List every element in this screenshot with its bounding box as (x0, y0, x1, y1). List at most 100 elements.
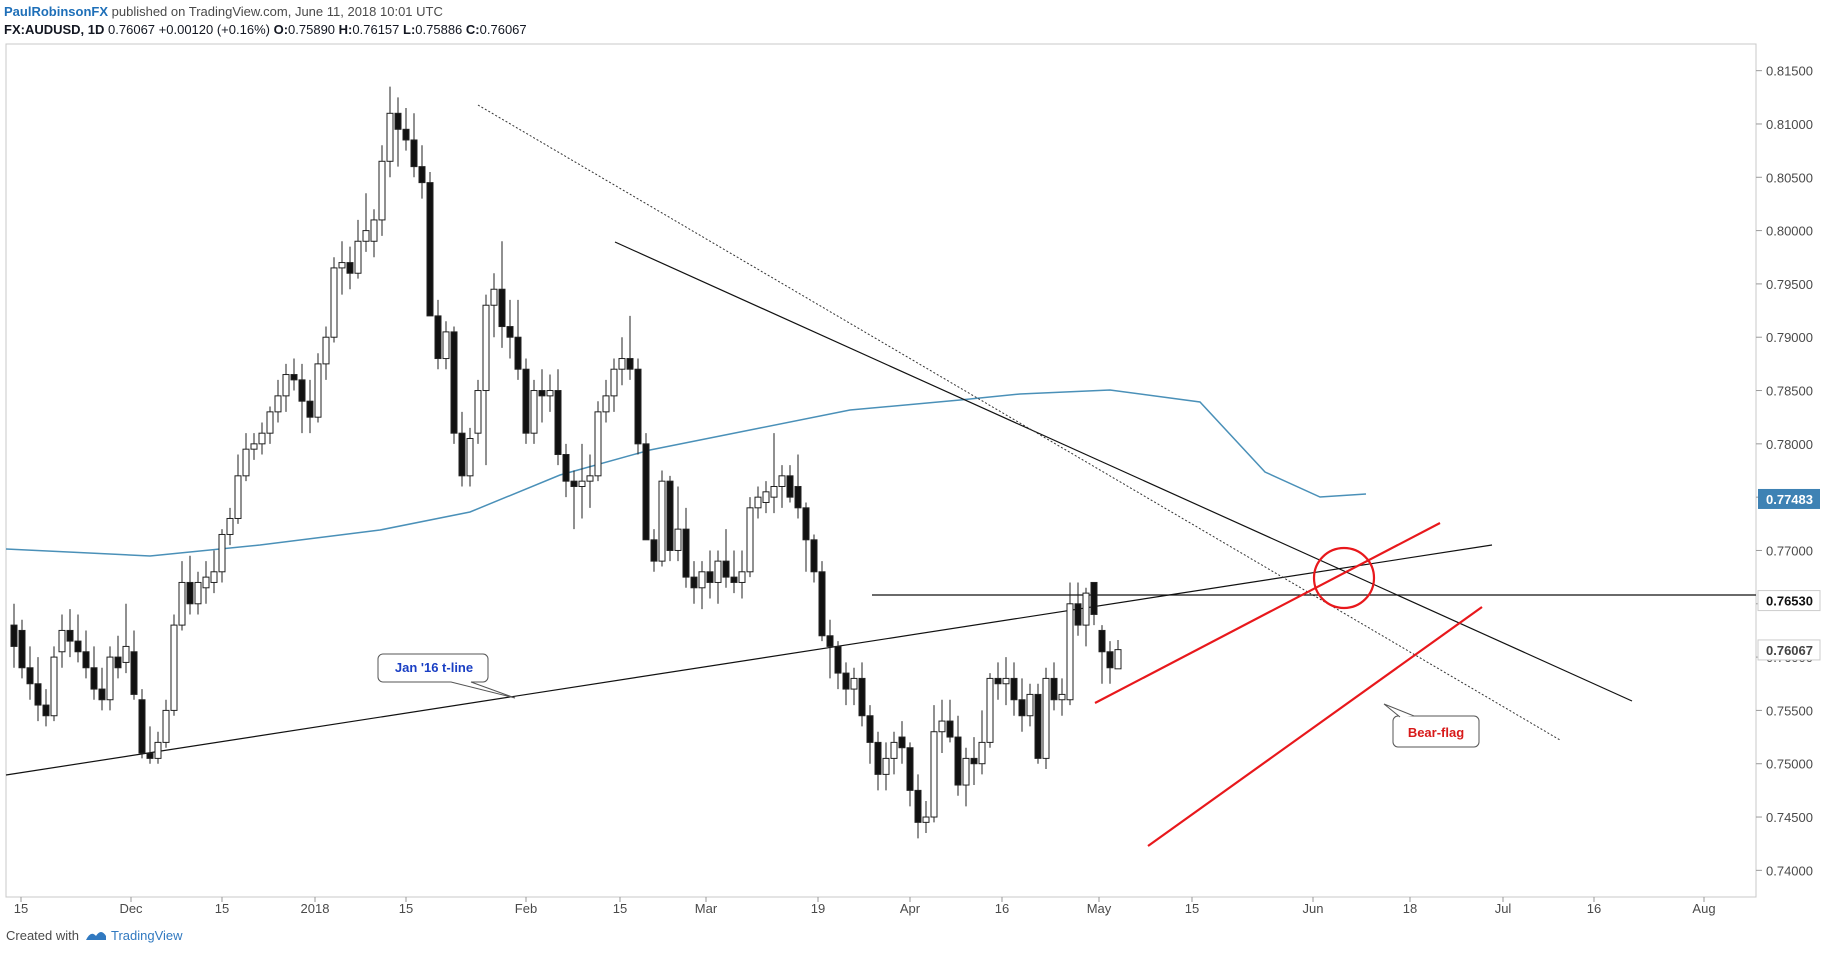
candle (1098, 625, 1106, 684)
candle-body (450, 331, 458, 434)
candle-body (738, 571, 746, 583)
candle-body (554, 390, 562, 456)
x-tick-label: Aug (1692, 901, 1715, 916)
candle (930, 705, 938, 823)
candle-body (186, 581, 194, 605)
price-tag-label: 0.76067 (1766, 643, 1813, 658)
candle (890, 731, 898, 775)
candle-body (10, 624, 18, 647)
candle (378, 145, 386, 236)
x-tick-label: 16 (1587, 901, 1601, 916)
candle (506, 299, 514, 359)
candle (666, 475, 674, 562)
candle-body (890, 741, 898, 759)
candle (914, 774, 922, 839)
created-with-text: Created with (6, 928, 79, 943)
candle (210, 550, 218, 594)
candle (634, 358, 642, 455)
candle (402, 107, 410, 151)
candle (66, 609, 74, 658)
candle (482, 294, 490, 466)
y-tick-label: 0.79500 (1766, 277, 1813, 292)
candle-body (1106, 651, 1114, 669)
candle (562, 443, 570, 498)
candle (154, 731, 162, 764)
candle (194, 571, 202, 615)
candle (970, 737, 978, 786)
candle (354, 219, 362, 279)
candle-body (178, 581, 186, 626)
x-tick-label: 15 (14, 901, 28, 916)
candle (1066, 582, 1074, 706)
candle-body (1066, 603, 1074, 701)
candle-body (482, 304, 490, 392)
x-tick-label: 15 (399, 901, 413, 916)
candle-body (154, 741, 162, 759)
candle (1058, 678, 1066, 716)
candle-body (1026, 693, 1034, 717)
candle-body (1018, 699, 1026, 717)
candle (610, 358, 618, 412)
candle-body (842, 672, 850, 690)
low-label: L: (403, 22, 416, 37)
candle (146, 726, 154, 764)
candle-body (874, 741, 882, 775)
x-tick-label: Dec (119, 901, 143, 916)
candle-body (290, 374, 298, 381)
candle-body (234, 475, 242, 519)
candle-body (58, 629, 66, 653)
price-tag: 0.77483 (1758, 488, 1820, 509)
candle-body (18, 629, 26, 669)
candle (938, 699, 946, 754)
candle-body (434, 315, 442, 360)
candle (26, 646, 34, 700)
candle-body (42, 704, 50, 717)
candle (746, 497, 754, 578)
price-tag-label: 0.76530 (1766, 594, 1813, 609)
candle-body (370, 219, 378, 242)
candle (266, 406, 274, 444)
candle (178, 561, 186, 631)
candle (434, 299, 442, 370)
price-tag: 0.76530 (1757, 590, 1821, 612)
candle (1082, 587, 1090, 647)
candle (130, 630, 138, 700)
candle-body (402, 128, 410, 141)
candle-body (162, 709, 170, 743)
candle (242, 433, 250, 482)
candle (490, 273, 498, 338)
candle (1034, 683, 1042, 764)
close-value: 0.76067 (479, 22, 527, 37)
candle-body (962, 757, 970, 786)
candle (90, 646, 98, 700)
candle-body (970, 757, 978, 765)
candle (770, 433, 778, 514)
descending-trend-line (614, 241, 1633, 702)
candle (306, 379, 314, 434)
candle (426, 171, 434, 317)
candle-body (602, 395, 610, 413)
publish-info: PaulRobinsonFX published on TradingView.… (4, 4, 443, 19)
candle (794, 454, 802, 519)
candle (626, 315, 634, 380)
candle (1106, 641, 1114, 684)
price-tag-label: 0.77483 (1766, 492, 1813, 507)
candle-body (242, 448, 250, 477)
candle-body (202, 576, 210, 589)
candle (42, 689, 50, 727)
candle-body (306, 400, 314, 418)
candle-body (1010, 677, 1018, 701)
annotation-jan16: Jan '16 t-line (377, 653, 516, 699)
x-tick-label: May (1087, 901, 1112, 916)
y-tick-label: 0.81500 (1766, 64, 1813, 79)
candle-body (538, 390, 546, 397)
author-name[interactable]: PaulRobinsonFX (4, 4, 108, 19)
candle (202, 561, 210, 604)
candle (338, 241, 346, 295)
x-tick-label: Mar (695, 901, 718, 916)
candle (74, 614, 82, 663)
candle-body (674, 528, 682, 551)
tradingview-brand[interactable]: TradingView (85, 928, 183, 943)
candle (834, 641, 842, 690)
